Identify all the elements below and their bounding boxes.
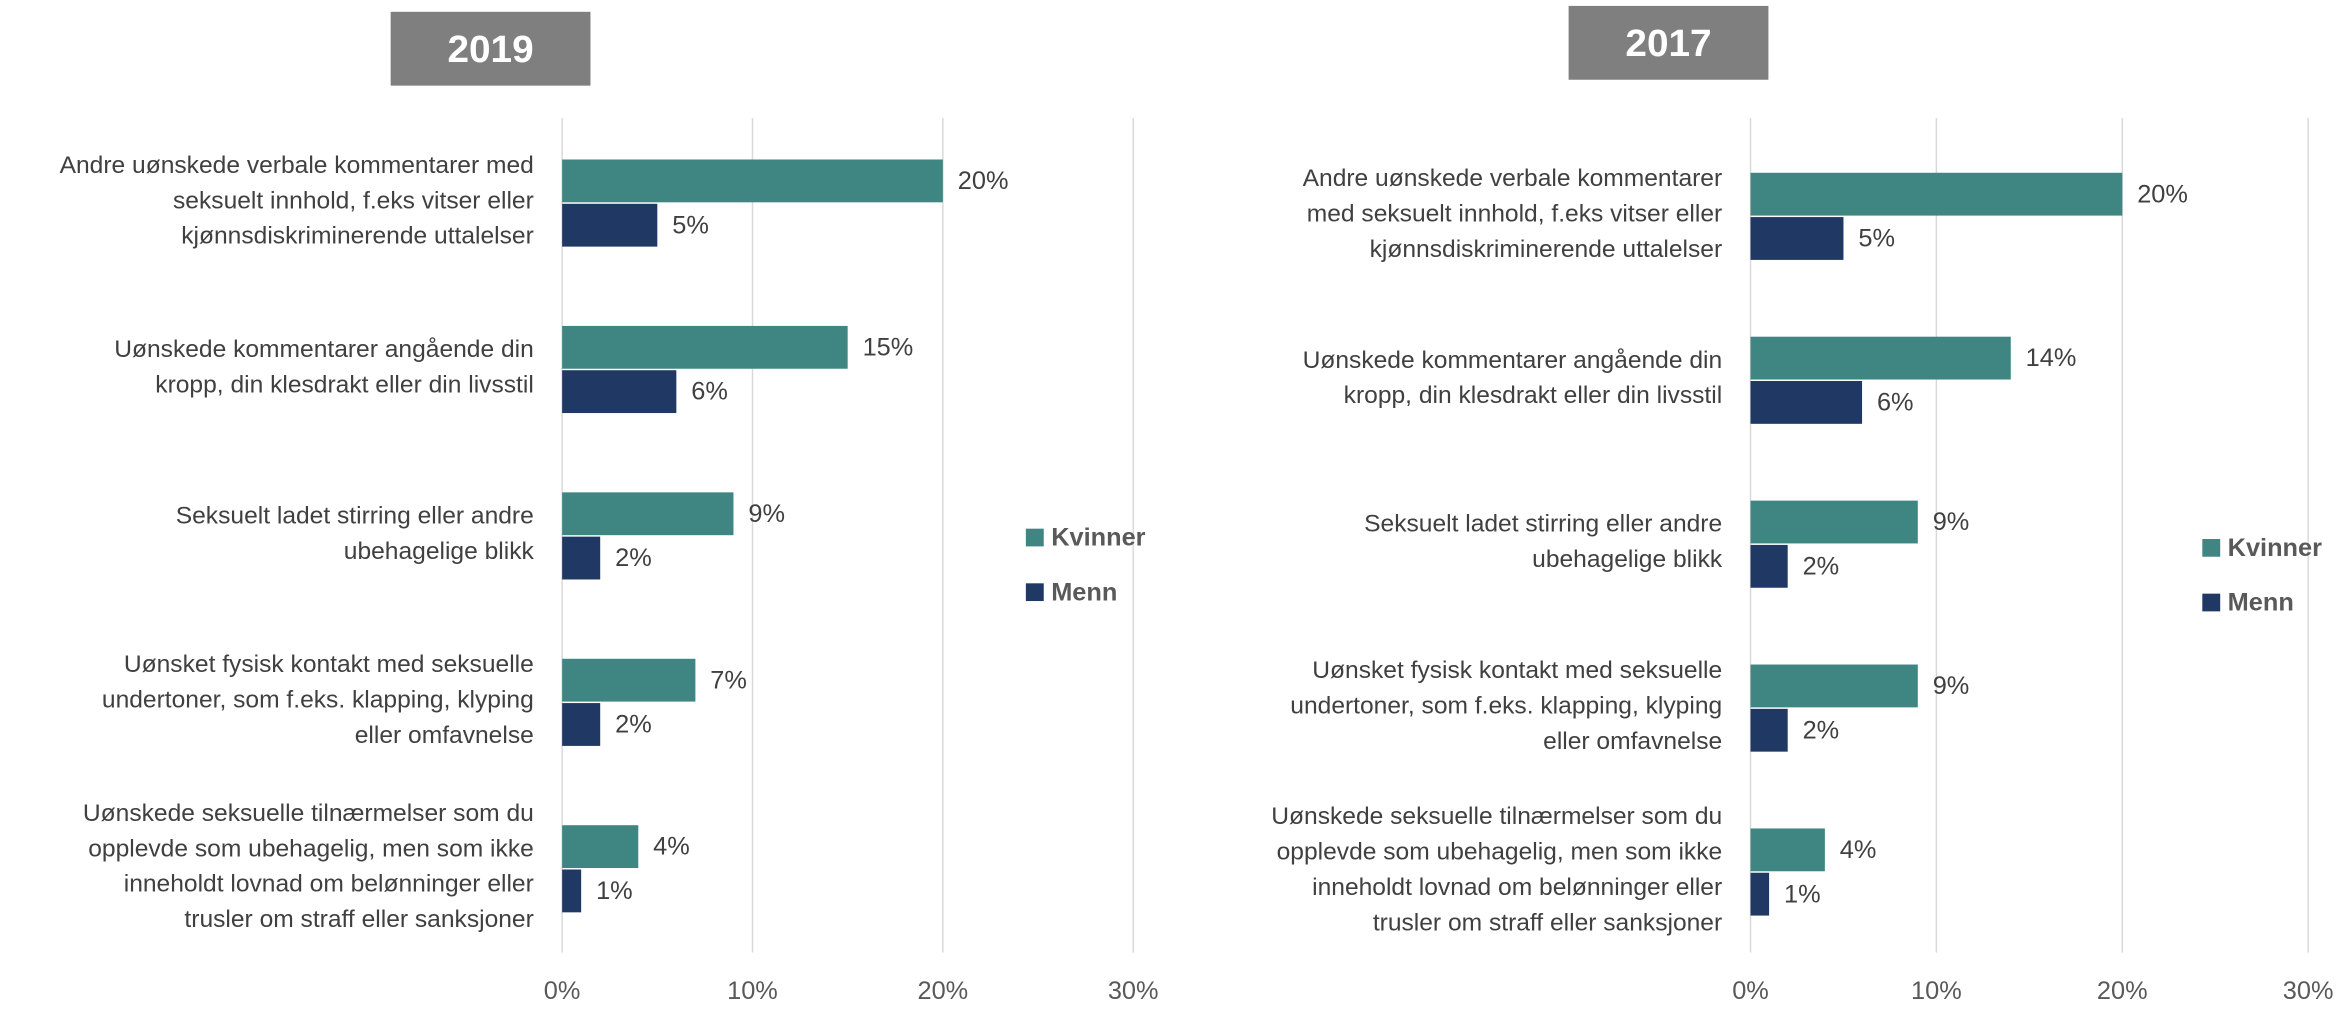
bar: [1750, 500, 1918, 544]
bar: [562, 159, 943, 203]
legend-swatch: [2202, 593, 2221, 612]
bar: [1750, 708, 1788, 752]
bar: [1750, 336, 2011, 380]
value-label: 6%: [691, 378, 728, 406]
legend-swatch: [1025, 583, 1044, 602]
bar: [562, 370, 677, 414]
title-box: [390, 11, 591, 86]
bar: [562, 703, 601, 746]
value-label: 2%: [615, 544, 652, 572]
bar: [562, 869, 582, 913]
category-label: Seksuelt ladet stirring eller andre ubeha…: [1364, 511, 1723, 573]
legend-label: Menn: [2228, 589, 2294, 617]
category-label: Uønskede kommentarer angående din kropp, …: [114, 337, 534, 399]
value-label: 4%: [653, 833, 690, 861]
value-label: 2%: [1803, 716, 1840, 744]
x-tick-label: 10%: [727, 977, 778, 1005]
value-label: 6%: [1877, 389, 1914, 417]
bar: [562, 658, 696, 702]
value-label: 9%: [748, 500, 785, 528]
value-label: 2%: [615, 711, 652, 739]
value-label: 20%: [2137, 180, 2188, 208]
x-tick-label: 20%: [2097, 977, 2148, 1005]
x-tick-label: 0%: [1732, 977, 1769, 1005]
bar: [562, 536, 601, 580]
bar: [1750, 664, 1918, 708]
bar: [1750, 544, 1788, 588]
x-tick-label: 10%: [1911, 977, 1962, 1005]
value-label: 9%: [1933, 672, 1970, 700]
chart-title: 2017: [1625, 22, 1711, 65]
category-label: Uønskede seksuelle tilnærmelser som du op…: [83, 800, 534, 933]
category-label: Uønskede kommentarer angående din kropp, …: [1303, 347, 1723, 409]
x-tick-label: 20%: [917, 977, 968, 1005]
legend-swatch: [1025, 528, 1044, 547]
bar: [1750, 872, 1770, 916]
bar: [1750, 217, 1844, 260]
value-label: 5%: [1858, 225, 1895, 253]
bar: [562, 825, 639, 869]
legend-label: Kvinner: [2228, 534, 2323, 562]
category-label: Uønsket fysisk kontakt med seksuelle unde…: [1290, 657, 1722, 755]
legend-swatch: [2202, 539, 2221, 557]
value-label: 9%: [1933, 508, 1970, 536]
legend-label: Kvinner: [1051, 524, 1146, 552]
bar: [1750, 172, 2123, 216]
x-tick-label: 0%: [544, 977, 581, 1005]
bar: [1750, 381, 1863, 424]
value-label: 1%: [596, 877, 633, 905]
x-tick-label: 30%: [1108, 977, 1159, 1005]
bar: [562, 203, 658, 247]
x-tick-label: 30%: [2283, 977, 2334, 1005]
value-label: 2%: [1803, 553, 1840, 581]
value-label: 20%: [958, 167, 1009, 195]
category-label: Uønskede seksuelle tilnærmelser som du op…: [1271, 804, 1722, 937]
bar: [562, 325, 848, 369]
value-label: 5%: [672, 211, 709, 239]
bar: [1750, 828, 1825, 872]
category-label: Andre uønskede verbale kommentarer med se…: [1303, 166, 1723, 264]
legend-label: Menn: [1051, 578, 1117, 606]
category-label: Seksuelt ladet stirring eller andre ubeha…: [176, 503, 535, 565]
category-label: Andre uønskede verbale kommentarer med se…: [60, 152, 534, 250]
chart-title: 2019: [447, 28, 533, 71]
value-label: 4%: [1840, 836, 1877, 864]
category-label: Uønsket fysisk kontakt med seksuelle unde…: [102, 652, 534, 750]
value-label: 7%: [710, 666, 747, 694]
value-label: 15%: [863, 334, 914, 362]
value-label: 1%: [1784, 880, 1821, 908]
title-box: [1568, 5, 1769, 80]
value-label: 14%: [2026, 344, 2077, 372]
bar: [562, 492, 734, 536]
